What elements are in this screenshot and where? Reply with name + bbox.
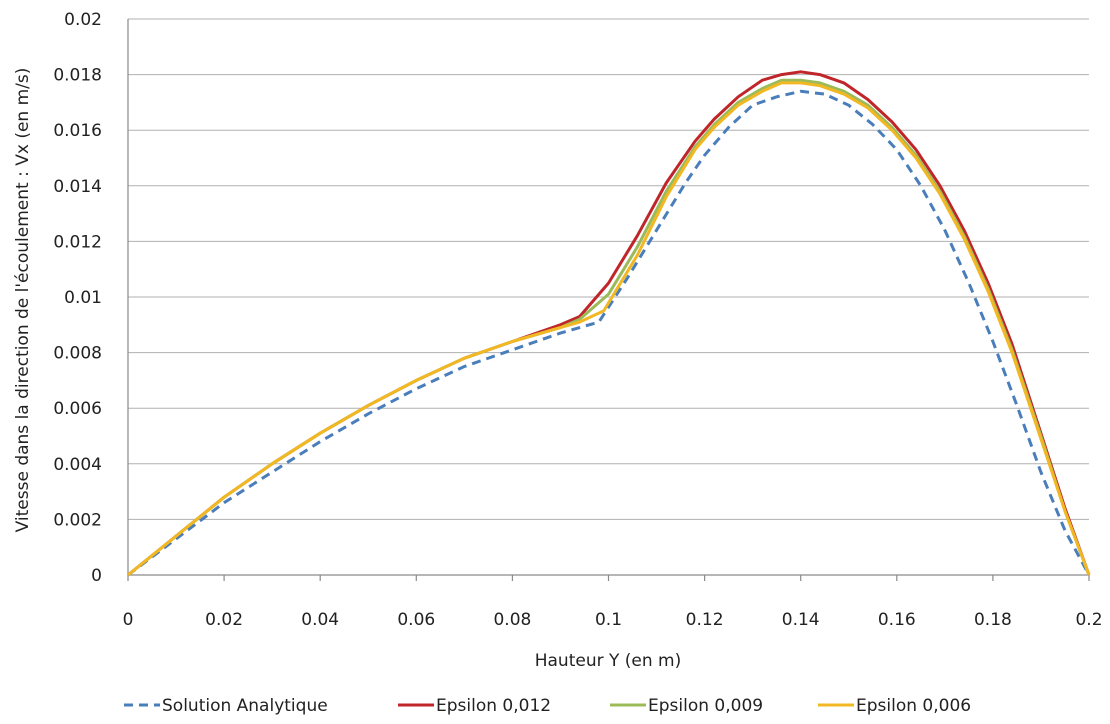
y-tick-label: 0 xyxy=(91,566,102,586)
legend-label-4: Epsilon 0,006 xyxy=(856,696,971,716)
x-tick-label: 0 xyxy=(123,610,134,630)
legend-label-2: Epsilon 0,012 xyxy=(436,696,551,716)
x-tick-label: 0.1 xyxy=(595,610,622,630)
series-line-4 xyxy=(127,81,1091,577)
x-tick-label: 0.16 xyxy=(878,610,916,630)
x-tick-label: 0.2 xyxy=(1075,610,1102,630)
legend-label-1: Solution Analytique xyxy=(162,696,328,716)
x-tick-label: 0.04 xyxy=(301,610,339,630)
x-tick-label: 0.12 xyxy=(686,610,724,630)
series-line-1 xyxy=(127,89,1091,577)
y-tick-label: 0.008 xyxy=(53,344,102,364)
legend-label-3: Epsilon 0,009 xyxy=(648,696,763,716)
legend: Solution Analytique Epsilon 0,012 Epsilon … xyxy=(124,696,971,716)
series-line-2 xyxy=(127,70,1091,577)
y-tick-label: 0.01 xyxy=(64,288,102,308)
tick-labels: 0 0.002 0.004 0.006 0.008 0.01 0.012 0.014 0.016… xyxy=(53,10,1102,630)
y-tick-label: 0.016 xyxy=(53,121,102,141)
gridlines xyxy=(128,18,1089,520)
x-tick-label: 0.08 xyxy=(493,610,531,630)
y-tick-label: 0.018 xyxy=(53,66,102,86)
x-axis-title: Hauteur Y (en m) xyxy=(535,651,682,671)
axes xyxy=(127,19,1090,581)
y-tick-label: 0.002 xyxy=(53,510,102,530)
y-tick-label: 0.004 xyxy=(53,455,102,475)
y-tick-label: 0.006 xyxy=(53,399,102,419)
series-line-3 xyxy=(127,78,1091,577)
x-tick-label: 0.18 xyxy=(974,610,1012,630)
x-tick-label: 0.06 xyxy=(397,610,435,630)
series-lines xyxy=(127,70,1091,577)
y-tick-label: 0.014 xyxy=(53,177,102,197)
x-tick-label: 0.02 xyxy=(205,610,243,630)
x-tick-label: 0.14 xyxy=(782,610,820,630)
y-tick-label: 0.02 xyxy=(64,10,102,30)
y-tick-label: 0.012 xyxy=(53,232,102,252)
y-axis-title: Vitesse dans la direction de l'écoulemen… xyxy=(13,68,33,533)
